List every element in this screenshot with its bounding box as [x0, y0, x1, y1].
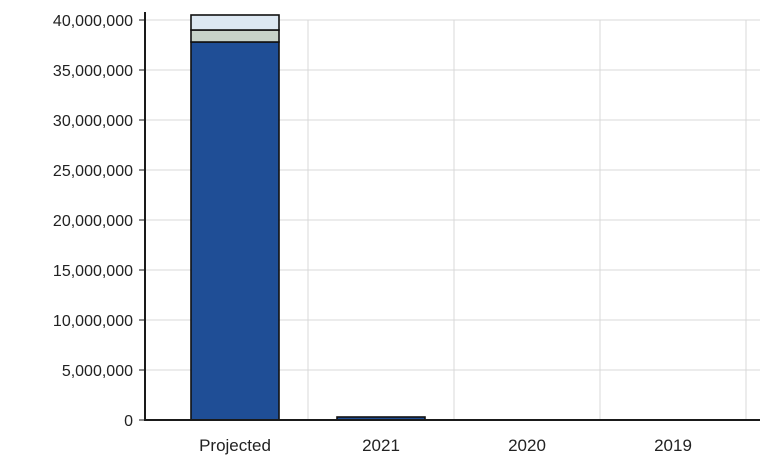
x-axis-category-labels: Projected 2021 2020 2019: [199, 436, 692, 455]
y-axis-tick-label: 35,000,000: [53, 63, 133, 80]
axes: [139, 12, 760, 421]
y-axis-tick-label: 30,000,000: [53, 113, 133, 130]
y-axis-tick-label: 0: [124, 413, 133, 430]
y-axis-tick-label: 20,000,000: [53, 213, 133, 230]
y-axis-tick-label: 15,000,000: [53, 263, 133, 280]
x-axis-label-2019: 2019: [654, 436, 692, 455]
bar-projected-segment-3: [190, 14, 280, 31]
y-axis-tick-label: 10,000,000: [53, 313, 133, 330]
x-axis-label-2020: 2020: [508, 436, 546, 455]
bars: [190, 14, 426, 421]
y-axis-tick-label: 25,000,000: [53, 163, 133, 180]
bar-projected-segment-1: [190, 41, 280, 421]
y-axis-tick-labels: 40,000,000 35,000,000 30,000,000 25,000,000…: [53, 13, 133, 430]
y-axis-tick-label: 5,000,000: [62, 363, 133, 380]
y-axis-tick-label: 40,000,000: [53, 13, 133, 30]
x-axis-label-projected: Projected: [199, 436, 271, 455]
x-axis-label-2021: 2021: [362, 436, 400, 455]
bar-projected-segment-2: [190, 29, 280, 43]
